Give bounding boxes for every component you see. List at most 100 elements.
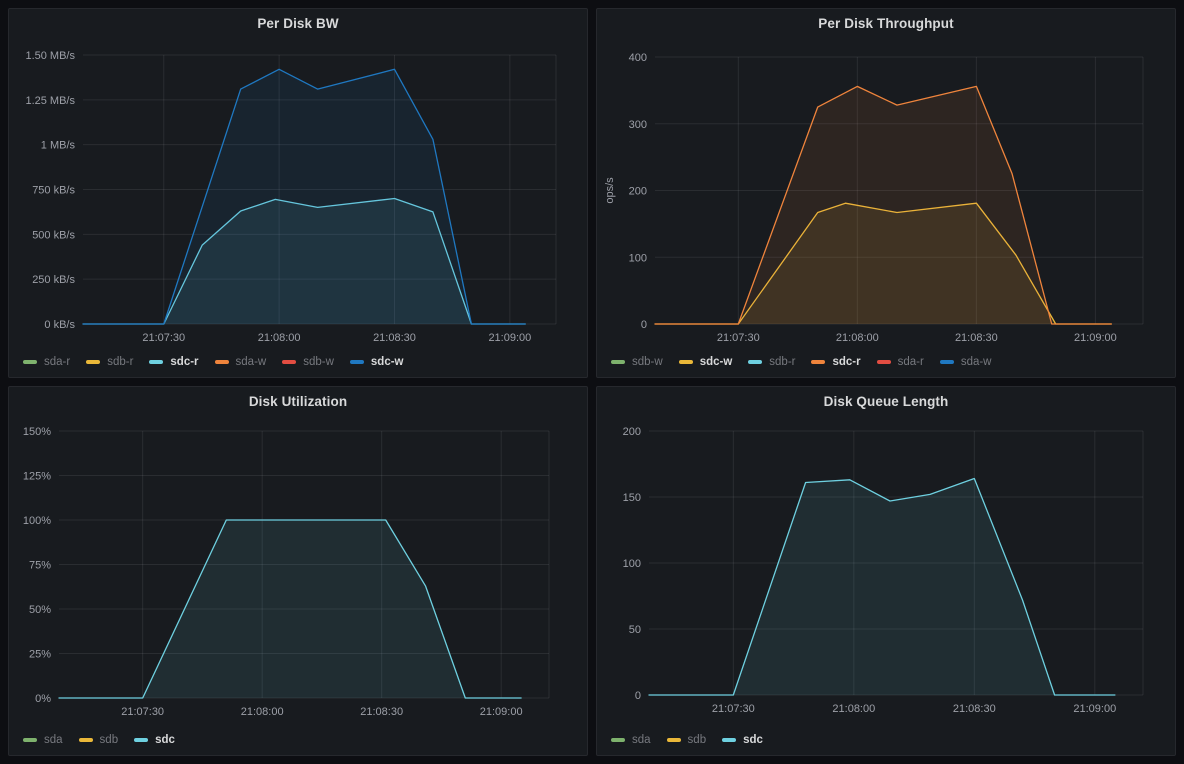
legend-label: sdb (687, 734, 707, 746)
per-disk-bw-chart[interactable]: 0 kB/s 250 kB/s 500 kB/s 750 kB/s 1 MB/s 1.25… (9, 9, 587, 353)
panel-title[interactable]: Per Disk BW (257, 16, 339, 31)
legend-item-sdb[interactable]: sdb (666, 734, 707, 746)
legend-swatch (149, 360, 164, 364)
svg-text:125%: 125% (23, 471, 51, 483)
svg-text:200: 200 (629, 186, 647, 198)
svg-text:21:07:30: 21:07:30 (717, 332, 760, 344)
legend-label: sdc (155, 734, 175, 746)
legend-item-sdb-w[interactable]: sdb-w (282, 356, 334, 368)
legend: sda sdb sdc (611, 734, 763, 746)
svg-text:100: 100 (629, 252, 647, 264)
legend-label: sdb-w (632, 356, 663, 368)
legend: sda sdb sdc (23, 734, 175, 746)
disk-utilization-chart[interactable]: 0% 25% 50% 75% 100% 125% 150% 21:07:30 21:08:00 2… (9, 387, 587, 731)
svg-text:75%: 75% (29, 560, 51, 572)
svg-text:21:07:30: 21:07:30 (121, 706, 164, 718)
svg-text:21:09:00: 21:09:00 (488, 332, 531, 344)
legend-item-sdb-w[interactable]: sdb-w (611, 356, 663, 368)
legend-item-sda[interactable]: sda (611, 734, 651, 746)
legend-item-sdb[interactable]: sdb (78, 734, 119, 746)
legend-swatch (214, 360, 229, 364)
legend-swatch (86, 360, 101, 364)
legend-item-sda[interactable]: sda (23, 734, 63, 746)
svg-text:0: 0 (641, 319, 647, 331)
legend-swatch (666, 738, 681, 742)
svg-text:0: 0 (635, 690, 641, 702)
legend-label: sdc-w (699, 356, 733, 368)
legend-label: sda (44, 734, 63, 746)
svg-text:100%: 100% (23, 515, 51, 527)
legend: sda-r sdb-r sdc-r sda-w sdb-w sdc-w (23, 356, 404, 368)
legend-swatch (78, 738, 93, 742)
legend-label: sdb-r (769, 356, 796, 368)
disk-queue-length-chart[interactable]: 0 50 100 150 200 21:07:30 21:08:00 21:08:30 21:0… (597, 387, 1175, 731)
svg-text:100: 100 (623, 558, 641, 570)
per-disk-throughput-chart[interactable]: 0 100 200 300 400 21:07:30 21:08:00 21:08:30 21:… (597, 9, 1175, 353)
svg-text:50%: 50% (29, 604, 51, 616)
legend-label: sdb (99, 734, 119, 746)
legend: sdb-w sdc-w sdb-r sdc-r sda-r sda-w (611, 356, 992, 368)
legend-label: sda-r (897, 356, 924, 368)
svg-text:1.25 MB/s: 1.25 MB/s (25, 95, 75, 107)
legend-label: sdc-r (170, 356, 199, 368)
panel-title[interactable]: Per Disk Throughput (818, 16, 954, 31)
panel-per-disk-throughput: Per Disk Throughput 0 100 200 300 400 21:07:3… (596, 8, 1176, 378)
legend-item-sdc-r[interactable]: sdc-r (811, 356, 861, 368)
panel-title[interactable]: Disk Queue Length (823, 394, 949, 409)
svg-text:21:08:30: 21:08:30 (955, 332, 998, 344)
panel-title[interactable]: Disk Utilization (248, 394, 348, 409)
legend-item-sdc-r[interactable]: sdc-r (149, 356, 199, 368)
legend-label: sdc (743, 734, 763, 746)
panel-per-disk-bw: Per Disk BW 0 kB/s 250 kB/s 500 kB/s 750 kB… (8, 8, 588, 378)
legend-item-sda-r[interactable]: sda-r (23, 356, 70, 368)
svg-text:25%: 25% (29, 649, 51, 661)
legend-swatch (811, 360, 826, 364)
legend-item-sdc[interactable]: sdc (134, 734, 175, 746)
legend-swatch (349, 360, 364, 364)
panel-disk-utilization: Disk Utilization 0% 25% 50% 75% 100% 125% 150%… (8, 386, 588, 756)
legend-item-sdc-w[interactable]: sdc-w (349, 356, 404, 368)
svg-text:50: 50 (629, 624, 641, 636)
svg-text:21:08:30: 21:08:30 (360, 706, 403, 718)
svg-text:21:08:00: 21:08:00 (836, 332, 879, 344)
svg-text:0 kB/s: 0 kB/s (44, 319, 75, 331)
svg-text:21:09:00: 21:09:00 (480, 706, 523, 718)
svg-text:21:08:00: 21:08:00 (832, 703, 875, 715)
svg-text:500 kB/s: 500 kB/s (32, 229, 75, 241)
legend-item-sda-r[interactable]: sda-r (876, 356, 924, 368)
legend-label: sda-w (235, 356, 267, 368)
svg-text:1 MB/s: 1 MB/s (41, 140, 76, 152)
legend-item-sda-w[interactable]: sda-w (939, 356, 992, 368)
svg-text:200: 200 (623, 426, 641, 438)
legend-label: sda-r (44, 356, 71, 368)
legend-item-sdc-w[interactable]: sdc-w (678, 356, 733, 368)
legend-swatch (678, 360, 693, 364)
svg-text:150%: 150% (23, 426, 51, 438)
svg-text:21:08:30: 21:08:30 (953, 703, 996, 715)
legend-label: sda (632, 734, 651, 746)
svg-text:1.50 MB/s: 1.50 MB/s (25, 50, 75, 62)
svg-text:21:07:30: 21:07:30 (712, 703, 755, 715)
svg-text:300: 300 (629, 119, 647, 131)
legend-item-sdc[interactable]: sdc (722, 734, 763, 746)
legend-swatch (611, 738, 625, 742)
legend-swatch (876, 360, 891, 364)
legend-swatch (939, 360, 954, 364)
legend-item-sdb-r[interactable]: sdb-r (86, 356, 133, 368)
legend-label: sdb-w (303, 356, 334, 368)
legend-label: sdc-r (832, 356, 861, 368)
svg-text:21:08:30: 21:08:30 (373, 332, 416, 344)
svg-text:250 kB/s: 250 kB/s (32, 274, 75, 286)
legend-item-sdb-r[interactable]: sdb-r (748, 356, 795, 368)
legend-label: sda-w (960, 356, 992, 368)
svg-text:0%: 0% (35, 693, 51, 705)
svg-text:ops/s: ops/s (604, 177, 616, 204)
legend-swatch (611, 360, 625, 364)
svg-text:150: 150 (623, 492, 641, 504)
legend-swatch (282, 360, 297, 364)
legend-label: sdb-r (107, 356, 134, 368)
legend-swatch (134, 738, 149, 742)
svg-text:21:09:00: 21:09:00 (1074, 332, 1117, 344)
svg-text:21:08:00: 21:08:00 (258, 332, 301, 344)
legend-item-sda-w[interactable]: sda-w (214, 356, 267, 368)
